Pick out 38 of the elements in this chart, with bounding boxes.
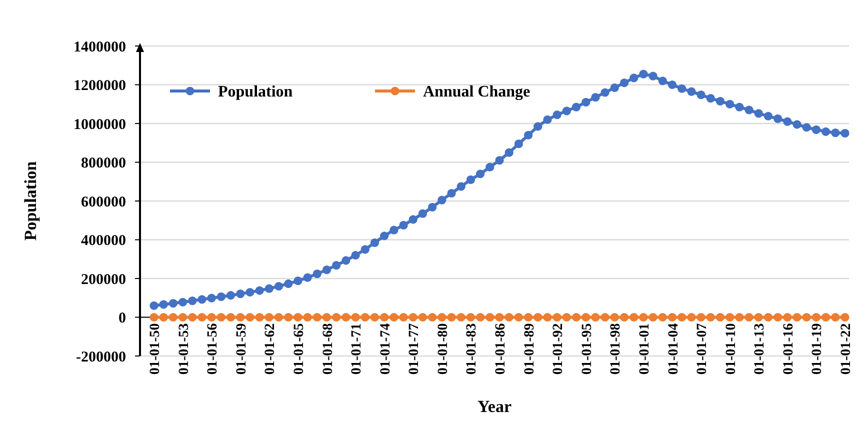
- y-tick-label: -200000: [76, 349, 126, 366]
- x-tick-label: 01-01-62: [263, 323, 278, 375]
- x-tick-label: 01-01-86: [494, 323, 508, 375]
- y-tick-label: 600000: [81, 194, 126, 210]
- x-tick-label: 01-01-13: [752, 323, 768, 375]
- y-tick-label: 1200000: [74, 78, 126, 94]
- legend-label: Annual Change: [423, 84, 530, 101]
- y-tick-label: 800000: [81, 156, 126, 172]
- y-tick-label: 1400000: [74, 39, 126, 56]
- x-tick-label: 01-01-80: [436, 323, 451, 375]
- x-tick-label: 01-01-68: [320, 323, 336, 375]
- x-tick-label: 01-01-95: [580, 323, 595, 375]
- x-tick-label: 01-01-65: [292, 323, 307, 375]
- x-tick-label: 01-01-89: [522, 323, 538, 375]
- x-tick-label: 01-01-04: [666, 323, 682, 375]
- x-axis-title: Year: [478, 397, 512, 416]
- y-tick-label: 200000: [81, 272, 126, 288]
- x-tick-label: 01-01-22: [839, 323, 854, 375]
- x-tick-label: 01-01-19: [810, 323, 826, 375]
- x-tick-label: 01-01-01: [637, 323, 652, 375]
- x-tick-label: 01-01-71: [350, 323, 365, 375]
- y-tick-label: 0: [118, 310, 126, 326]
- y-axis-title: Population: [21, 160, 40, 241]
- x-tick-label: 01-01-10: [724, 323, 739, 375]
- x-tick-label: 01-01-56: [206, 323, 221, 375]
- y-tick-label: 1000000: [74, 116, 126, 133]
- x-tick-label: 01-01-92: [551, 323, 566, 375]
- x-tick-label: 01-01-98: [608, 323, 624, 375]
- x-tick-label: 01-01-74: [378, 323, 394, 375]
- x-tick-label: 01-01-53: [176, 323, 192, 375]
- x-tick-label: 01-01-07: [695, 323, 710, 375]
- x-tick-label: 01-01-77: [407, 323, 422, 375]
- y-tick-label: 400000: [81, 233, 126, 249]
- legend-label: Population: [218, 84, 293, 101]
- x-tick-label: 01-01-83: [464, 323, 480, 375]
- x-tick-label: 01-01-16: [781, 323, 796, 375]
- x-tick-label: 01-01-59: [234, 323, 250, 375]
- x-tick-label: 01-01-50: [148, 323, 163, 375]
